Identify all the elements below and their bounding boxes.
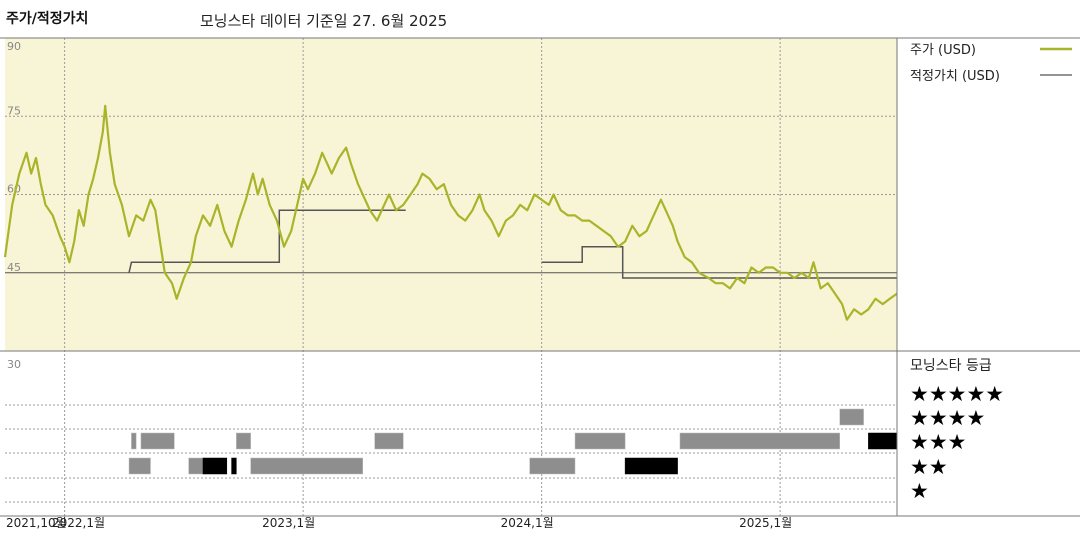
rating-bar xyxy=(188,457,204,475)
rating-legend-title: 모닝스타 등급 xyxy=(910,358,992,374)
y-tick-label: 90 xyxy=(7,40,21,53)
rating-bar xyxy=(679,432,841,450)
legend-price-label: 주가 (USD) xyxy=(910,43,976,58)
fair-value-series xyxy=(128,209,897,279)
rating-bar-strong xyxy=(868,432,898,450)
rating-stars-5: ★★★★★ xyxy=(910,382,1004,406)
x-tick-label: 2024,1월 xyxy=(501,516,554,530)
rating-bar xyxy=(236,432,251,450)
rating-bar-strong xyxy=(231,457,237,475)
x-tick-label: 2021,10월 xyxy=(6,516,67,530)
legend-fair-value-label: 적정가치 (USD) xyxy=(910,69,1000,84)
price-line xyxy=(3,104,898,321)
x-tick-label: 2022,1월 xyxy=(52,516,105,530)
rating-stars-1: ★ xyxy=(910,479,929,503)
rating-stars-2: ★★ xyxy=(910,455,948,479)
rating-bar xyxy=(529,457,576,475)
rating-bar xyxy=(250,457,364,475)
y-tick-label: 45 xyxy=(7,261,21,274)
x-tick-label: 2025,1월 xyxy=(739,516,792,530)
legend: 주가 (USD) 적정가치 (USD) xyxy=(910,43,1072,84)
chart-title: 주가/적정가치 xyxy=(6,11,89,27)
rating-bar xyxy=(131,432,137,450)
rating-stars-3: ★★★ xyxy=(910,430,966,454)
y-tick-label: 30 xyxy=(7,358,21,371)
y-tick-label: 75 xyxy=(7,104,21,117)
rating-bars xyxy=(128,408,898,475)
rating-legend: 모닝스타 등급★★★★★★★★★★★★★★★ xyxy=(910,358,1004,503)
rating-bar-strong xyxy=(653,457,678,475)
rating-bar xyxy=(839,408,864,426)
price-series xyxy=(3,104,898,321)
rating-bar xyxy=(574,432,626,450)
rating-bar xyxy=(140,432,175,450)
rating-bar xyxy=(128,457,151,475)
chart-frame xyxy=(0,37,1080,517)
x-tick-label: 2023,1월 xyxy=(262,516,315,530)
rating-bar-strong xyxy=(202,457,228,475)
rating-grid xyxy=(5,404,897,503)
chart-subtitle: 모닝스타 데이터 기준일 27. 6월 2025 xyxy=(200,12,448,30)
rating-bar xyxy=(374,432,404,450)
fair-value-line xyxy=(128,209,897,279)
rating-stars-4: ★★★★ xyxy=(910,406,985,430)
rating-bar-strong xyxy=(624,457,654,475)
